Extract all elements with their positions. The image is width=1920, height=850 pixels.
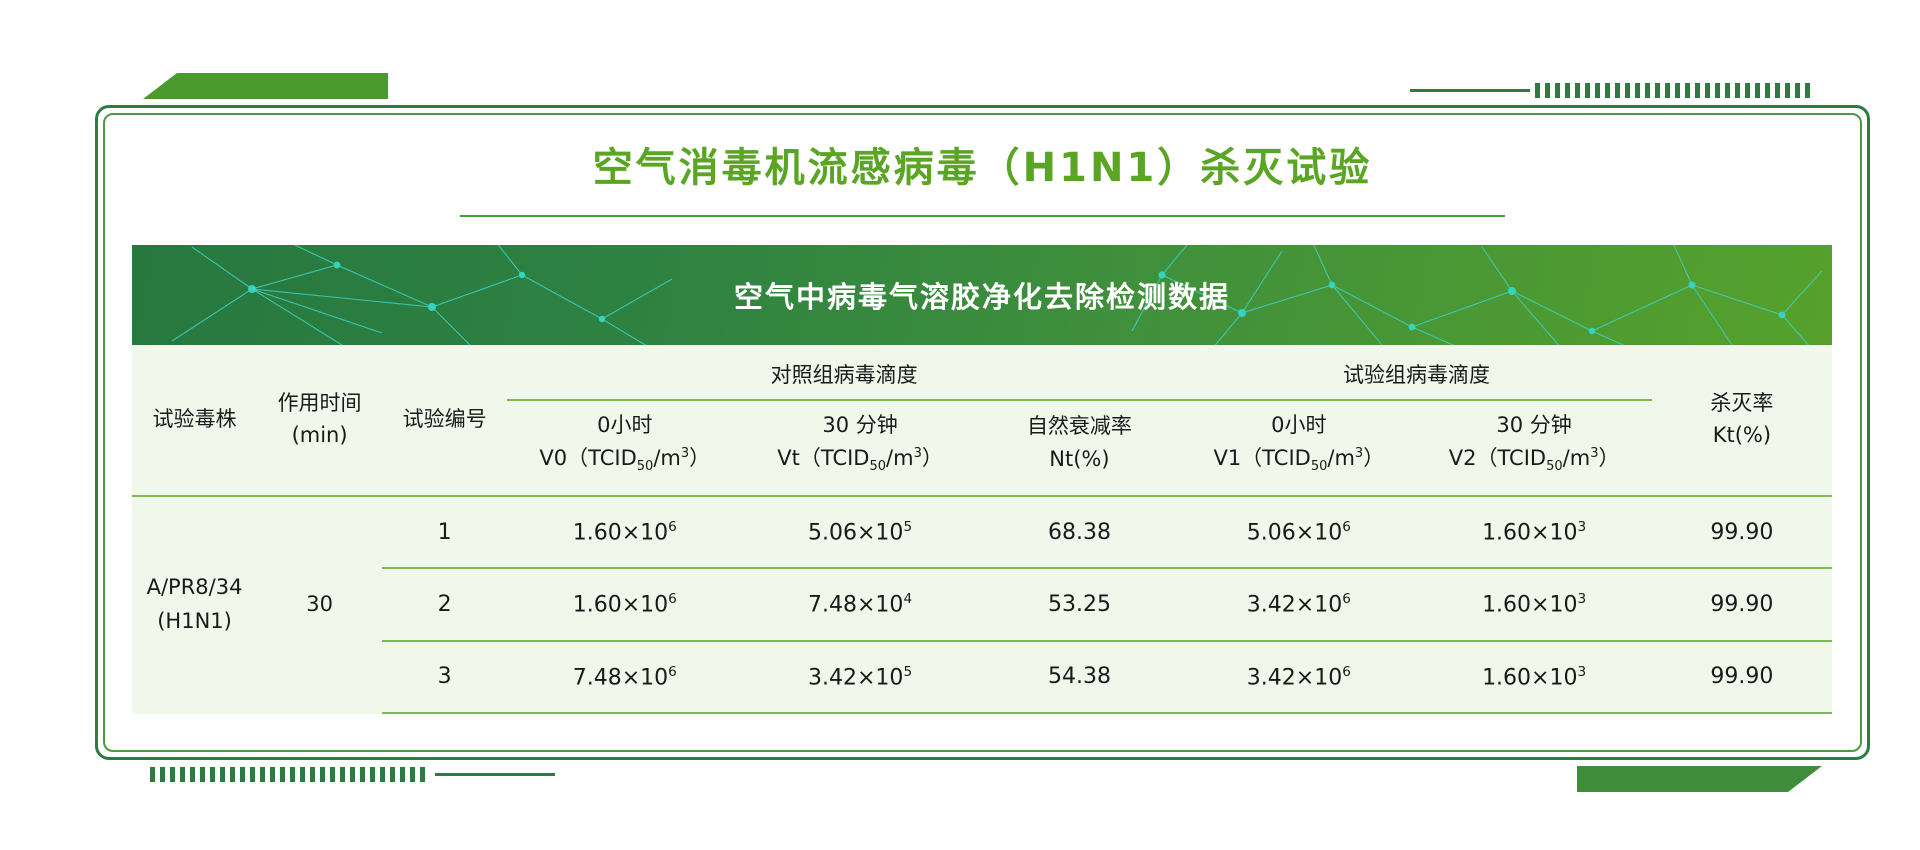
banner-title: 空气中病毒气溶胶净化去除检测数据: [733, 280, 1230, 314]
header-v2-unit: /m: [1562, 445, 1591, 470]
cell-v0: 1.60×106: [507, 567, 743, 641]
header-v2-close: ）: [1598, 445, 1620, 470]
header-vt: 30 分钟 Vt（TCID50/m3）: [742, 400, 978, 497]
table-banner: 空气中病毒气溶胶净化去除检测数据: [132, 245, 1832, 345]
header-v0-prefix: V0（TCID: [539, 445, 637, 470]
header-v0-line2: V0（TCID50/m3）: [511, 442, 738, 477]
header-v2-prefix: V2（TCID: [1448, 445, 1547, 470]
cell-v2: 1.60×103: [1416, 494, 1652, 569]
table-row: A/PR8/34 (H1N1) 30 1 1.60×106 5.06×105 68.38 5.…: [132, 494, 1832, 633]
cell-nt: 68.38: [977, 494, 1182, 569]
table-row: 3 7.48×106 3.42×105 54.38 3.42×106 1.60×103 99…: [132, 639, 1832, 714]
header-vt-prefix: Vt（TCID: [777, 445, 870, 470]
header-v0-sub: 50: [636, 458, 654, 474]
header-v1-cube: 3: [1354, 445, 1364, 461]
cell-v1: 5.06×106: [1181, 494, 1417, 569]
comb-rule-top-right: [1410, 89, 1530, 92]
network-pattern-icon: [171, 245, 1823, 345]
cell-test-no: 3: [382, 639, 508, 714]
header-v1: 0小时 V1（TCID50/m3）: [1181, 400, 1417, 497]
header-duration-line2: (min): [291, 422, 348, 447]
header-strain: 试验毒株: [132, 345, 258, 497]
header-vt-unit: /m: [886, 445, 914, 470]
cell-nt: 54.38: [977, 639, 1182, 714]
header-v0-line1: 0小时: [597, 413, 653, 437]
header-vt-line1: 30 分钟: [822, 413, 898, 437]
cell-vt: 7.48×104: [742, 567, 978, 641]
header-v2-cube: 3: [1590, 445, 1599, 461]
header-group-test: 试验组病毒滴度: [1181, 345, 1652, 401]
header-vt-sub: 50: [869, 458, 887, 474]
header-vt-close: ）: [921, 445, 943, 470]
header-duration: 作用时间 (min): [257, 345, 383, 497]
frame-outer-border: [95, 105, 1870, 760]
table-row: 2 1.60×106 7.48×104 53.25 3.42×106 1.60×103 99…: [132, 567, 1832, 641]
cell-strain: A/PR8/34 (H1N1): [132, 496, 257, 713]
header-v1-line1: 0小时: [1271, 413, 1327, 437]
header-v2-sub: 50: [1546, 458, 1563, 474]
header-v1-sub: 50: [1310, 458, 1328, 474]
header-v1-unit: /m: [1327, 445, 1355, 470]
header-nt-line2: Nt(%): [1049, 446, 1110, 471]
cell-v0: 1.60×106: [507, 494, 743, 569]
header-v1-prefix: V1（TCID: [1213, 445, 1311, 470]
data-card: 空气中病毒气溶胶净化去除检测数据 试验毒株 作用时间 (min) 试验编号 对照…: [132, 245, 1832, 714]
header-nt-line1: 自然衰减率: [1026, 414, 1132, 439]
header-kill-rate-line1: 杀灭率: [1710, 391, 1774, 416]
header-vt-cube: 3: [913, 445, 922, 461]
table-head: 试验毒株 作用时间 (min) 试验编号 对照组病毒滴度 试验组病毒滴度 杀灭率…: [132, 345, 1832, 497]
table-body: A/PR8/34 (H1N1) 30 1 1.60×106 5.06×105 68.38 5.…: [132, 494, 1832, 714]
header-group-control: 对照组病毒滴度: [507, 345, 1182, 401]
cell-duration: 30: [306, 592, 333, 617]
title-underline: [460, 215, 1505, 217]
header-v0-close: ）: [689, 445, 711, 470]
header-vt-line2: Vt（TCID50/m3）: [746, 442, 973, 477]
header-v2-line2: V2（TCID50/m3）: [1420, 442, 1647, 477]
header-v0-cube: 3: [680, 445, 690, 461]
cell-nt: 53.25: [977, 567, 1182, 641]
cell-v1: 3.42×106: [1181, 567, 1417, 641]
header-v1-line2: V1（TCID50/m3）: [1185, 442, 1412, 477]
corner-tab-bottom-right: [1577, 766, 1822, 792]
title-area: 空气消毒机流感病毒（H1N1）杀灭试验: [95, 135, 1870, 217]
header-v0-unit: /m: [653, 445, 681, 470]
header-v0: 0小时 V0（TCID50/m3）: [507, 400, 743, 497]
cell-strain-line1: A/PR8/34: [146, 575, 243, 600]
header-v2: 30 分钟 V2（TCID50/m3）: [1416, 400, 1652, 497]
cell-test-no: 2: [382, 567, 508, 641]
header-row-groups: 试验毒株 作用时间 (min) 试验编号 对照组病毒滴度 试验组病毒滴度 杀灭率…: [132, 345, 1832, 497]
header-row-subs: 0小时 V0（TCID50/m3） 30 分钟 Vt（TCID50/m3） 自然…: [132, 400, 1832, 497]
comb-decoration-bottom-left: [150, 767, 430, 782]
cell-v2: 1.60×103: [1416, 639, 1652, 714]
header-kill-rate: 杀灭率 Kt(%): [1651, 345, 1832, 497]
header-duration-line1: 作用时间: [277, 391, 362, 416]
cell-v2: 1.60×103: [1416, 567, 1652, 641]
cell-vt: 5.06×105: [742, 494, 978, 569]
comb-decoration-top-right: [1535, 83, 1815, 98]
header-kill-rate-line2: Kt(%): [1712, 422, 1772, 447]
page-title: 空气消毒机流感病毒（H1N1）杀灭试验: [592, 145, 1373, 191]
header-v1-close: ）: [1363, 445, 1385, 470]
cell-vt: 3.42×105: [742, 639, 978, 714]
header-nt: 自然衰减率 Nt(%): [977, 400, 1182, 497]
cell-v1: 3.42×106: [1181, 639, 1417, 714]
header-test-no: 试验编号: [382, 345, 508, 497]
cell-v0: 7.48×106: [507, 639, 743, 714]
frame-inner-border: [103, 113, 1862, 752]
decorative-frame: 空气消毒机流感病毒（H1N1）杀灭试验: [95, 73, 1870, 760]
cell-kt: 99.90: [1651, 494, 1832, 569]
comb-rule-bottom-left: [435, 773, 555, 776]
cell-kt: 99.90: [1651, 567, 1832, 641]
cell-strain-line2: (H1N1): [157, 608, 232, 633]
cell-test-no: 1: [382, 494, 508, 569]
corner-tab-top-left: [143, 73, 388, 99]
cell-kt: 99.90: [1651, 639, 1832, 714]
header-v2-line1: 30 分钟: [1496, 413, 1572, 437]
results-table: 试验毒株 作用时间 (min) 试验编号 对照组病毒滴度 试验组病毒滴度 杀灭率…: [132, 345, 1832, 714]
